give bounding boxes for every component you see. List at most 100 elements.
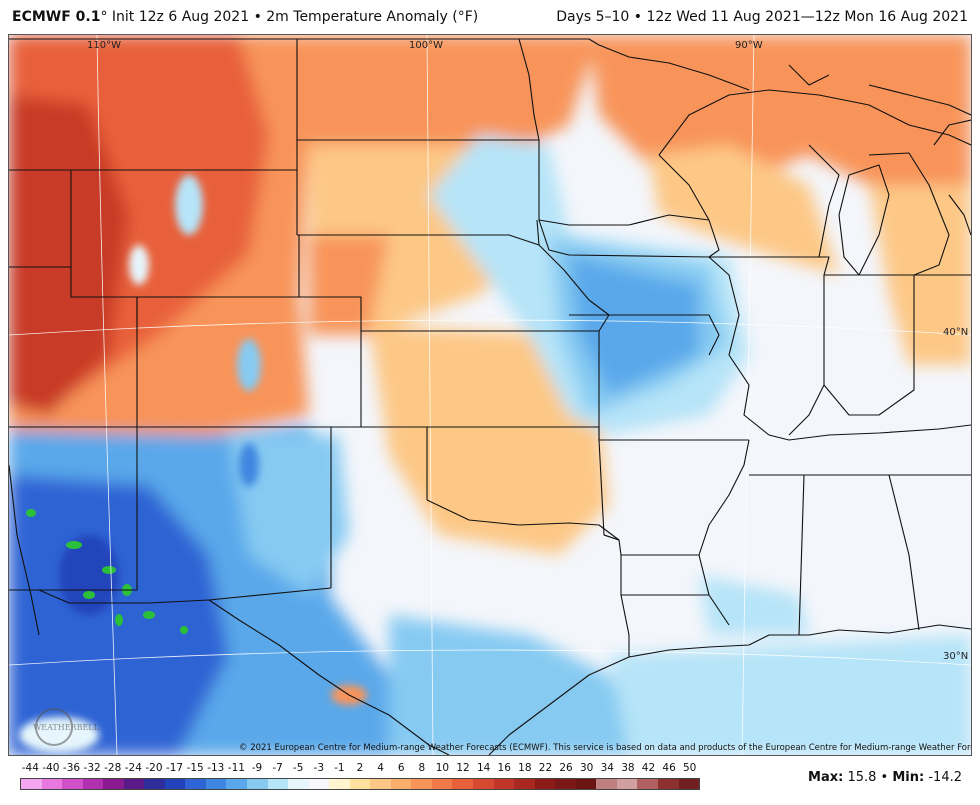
legend-swatch xyxy=(370,779,391,789)
legend-swatch xyxy=(329,779,350,789)
max-value: 15.8 xyxy=(847,770,877,785)
cool-iowa-core xyxy=(569,255,699,395)
wyoming-north-border xyxy=(71,169,298,235)
legend-swatch xyxy=(411,779,432,789)
colorado-ne-border xyxy=(299,296,362,331)
anomaly-map: 110°W 100°W 90°W 40°N 30°N WEATHERBELL ©… xyxy=(8,34,972,756)
lake-michigan xyxy=(838,164,890,276)
warm-michigan-region xyxy=(649,145,839,275)
weatherbell-logo: WEATHERBELL xyxy=(33,708,100,746)
legend-swatch xyxy=(575,779,597,789)
legend-label: -9 xyxy=(251,762,263,774)
legend-label: -3 xyxy=(313,762,325,774)
lat-40-label: 40°N xyxy=(943,327,968,338)
meridian-110 xyxy=(96,35,118,755)
lat-30-label: 30°N xyxy=(943,651,968,662)
ks-ne-border xyxy=(361,244,610,332)
arizona-border xyxy=(39,427,138,591)
legend-swatch xyxy=(637,779,658,789)
color-legend: -44 -40 -36 -32 -28 -24 -20 -17 -15 -13 -11 -9 -7 -5-… xyxy=(20,762,700,802)
legend-swatch xyxy=(678,779,700,789)
legend-label: -1 xyxy=(334,762,345,774)
green-pocket xyxy=(66,541,82,549)
legend-label: -11 xyxy=(227,762,245,774)
legend-label: -20 xyxy=(145,762,163,774)
map-header: ECMWF 0.1° Init 12z 6 Aug 2021 • 2m Temp… xyxy=(0,0,980,34)
legend-label: 12 xyxy=(456,762,470,774)
legend-swatch xyxy=(514,779,535,789)
legend-label: 6 xyxy=(397,762,405,774)
legend-bar xyxy=(20,778,700,790)
legend-swatch xyxy=(247,779,268,789)
green-pocket xyxy=(180,626,188,634)
legend-label: -15 xyxy=(186,762,204,774)
green-pocket xyxy=(115,614,123,626)
texas-louisiana xyxy=(620,594,630,657)
cool-spot-colorado xyxy=(237,339,261,391)
logo-ring xyxy=(35,708,73,746)
green-pocket xyxy=(26,509,36,517)
legend-swatch xyxy=(82,779,104,789)
min-value: -14.2 xyxy=(928,770,962,785)
legend-swatch xyxy=(431,779,453,789)
legend-label: 22 xyxy=(538,762,553,774)
cool-mississippi-region xyxy=(699,575,809,635)
legend-label: 2 xyxy=(356,762,364,774)
legend-swatch xyxy=(21,779,42,789)
min-label: Min: xyxy=(892,770,925,785)
missouri-sw xyxy=(598,331,749,441)
legend-swatch xyxy=(288,779,309,789)
wyoming-box xyxy=(70,170,299,298)
mexico-border-west xyxy=(9,587,332,604)
tn-ky-border xyxy=(768,424,971,441)
warm-plains-south xyxy=(369,325,609,555)
lake-michigan-west xyxy=(808,144,840,258)
legend-label: -44 xyxy=(21,762,39,774)
forecast-period: Days 5–10 • 12z Wed 11 Aug 2021—12z Mon … xyxy=(556,9,968,25)
legend-swatch xyxy=(596,779,617,789)
legend-label: 14 xyxy=(476,762,491,774)
michigan-lower xyxy=(868,152,950,276)
legend-label: -28 xyxy=(104,762,122,774)
legend-label: -40 xyxy=(42,762,60,774)
saginaw-bay xyxy=(948,194,971,236)
cool-spot-utah xyxy=(129,245,149,285)
green-pocket xyxy=(143,611,155,619)
legend-label: 16 xyxy=(497,762,511,774)
legend-label: 18 xyxy=(518,762,532,774)
green-pocket xyxy=(102,566,116,574)
cool-new-mexico xyxy=(229,435,349,595)
legend-swatch xyxy=(123,779,145,789)
legend-swatch xyxy=(390,779,412,789)
legend-label: 38 xyxy=(621,762,635,774)
legend-label: 50 xyxy=(683,762,697,774)
mn-ia-border xyxy=(538,140,710,226)
warm-strong-region xyxy=(9,95,129,415)
meridian-100 xyxy=(426,35,434,755)
legend-swatch xyxy=(41,779,63,789)
mississippi-river-north xyxy=(708,219,770,436)
cool-spot-wyoming xyxy=(175,175,203,235)
max-label: Max: xyxy=(808,770,844,785)
legend-swatch xyxy=(144,779,165,789)
legend-swatch xyxy=(349,779,371,789)
state-borders xyxy=(9,38,971,755)
gulf-coast xyxy=(488,624,971,755)
logo-text: WEATHERBELL xyxy=(33,723,100,732)
legend-swatch xyxy=(308,779,330,789)
legend-label: -24 xyxy=(124,762,142,774)
legend-swatch xyxy=(452,779,474,789)
lon-110-label: 110°W xyxy=(87,40,121,51)
wisconsin-west xyxy=(658,154,710,221)
lon-100-label: 100°W xyxy=(409,40,443,51)
cool-spot-arizona xyxy=(59,535,119,615)
iowa-north xyxy=(538,219,710,258)
legend-swatch xyxy=(62,779,83,789)
legend-label: 26 xyxy=(559,762,573,774)
illinois-indiana xyxy=(709,256,830,436)
legend-label: 8 xyxy=(418,762,426,774)
sd-ne-border xyxy=(297,219,540,246)
isle-royale xyxy=(788,64,830,86)
warm-nebraska-region xyxy=(309,235,389,335)
anomaly-details xyxy=(19,175,367,753)
